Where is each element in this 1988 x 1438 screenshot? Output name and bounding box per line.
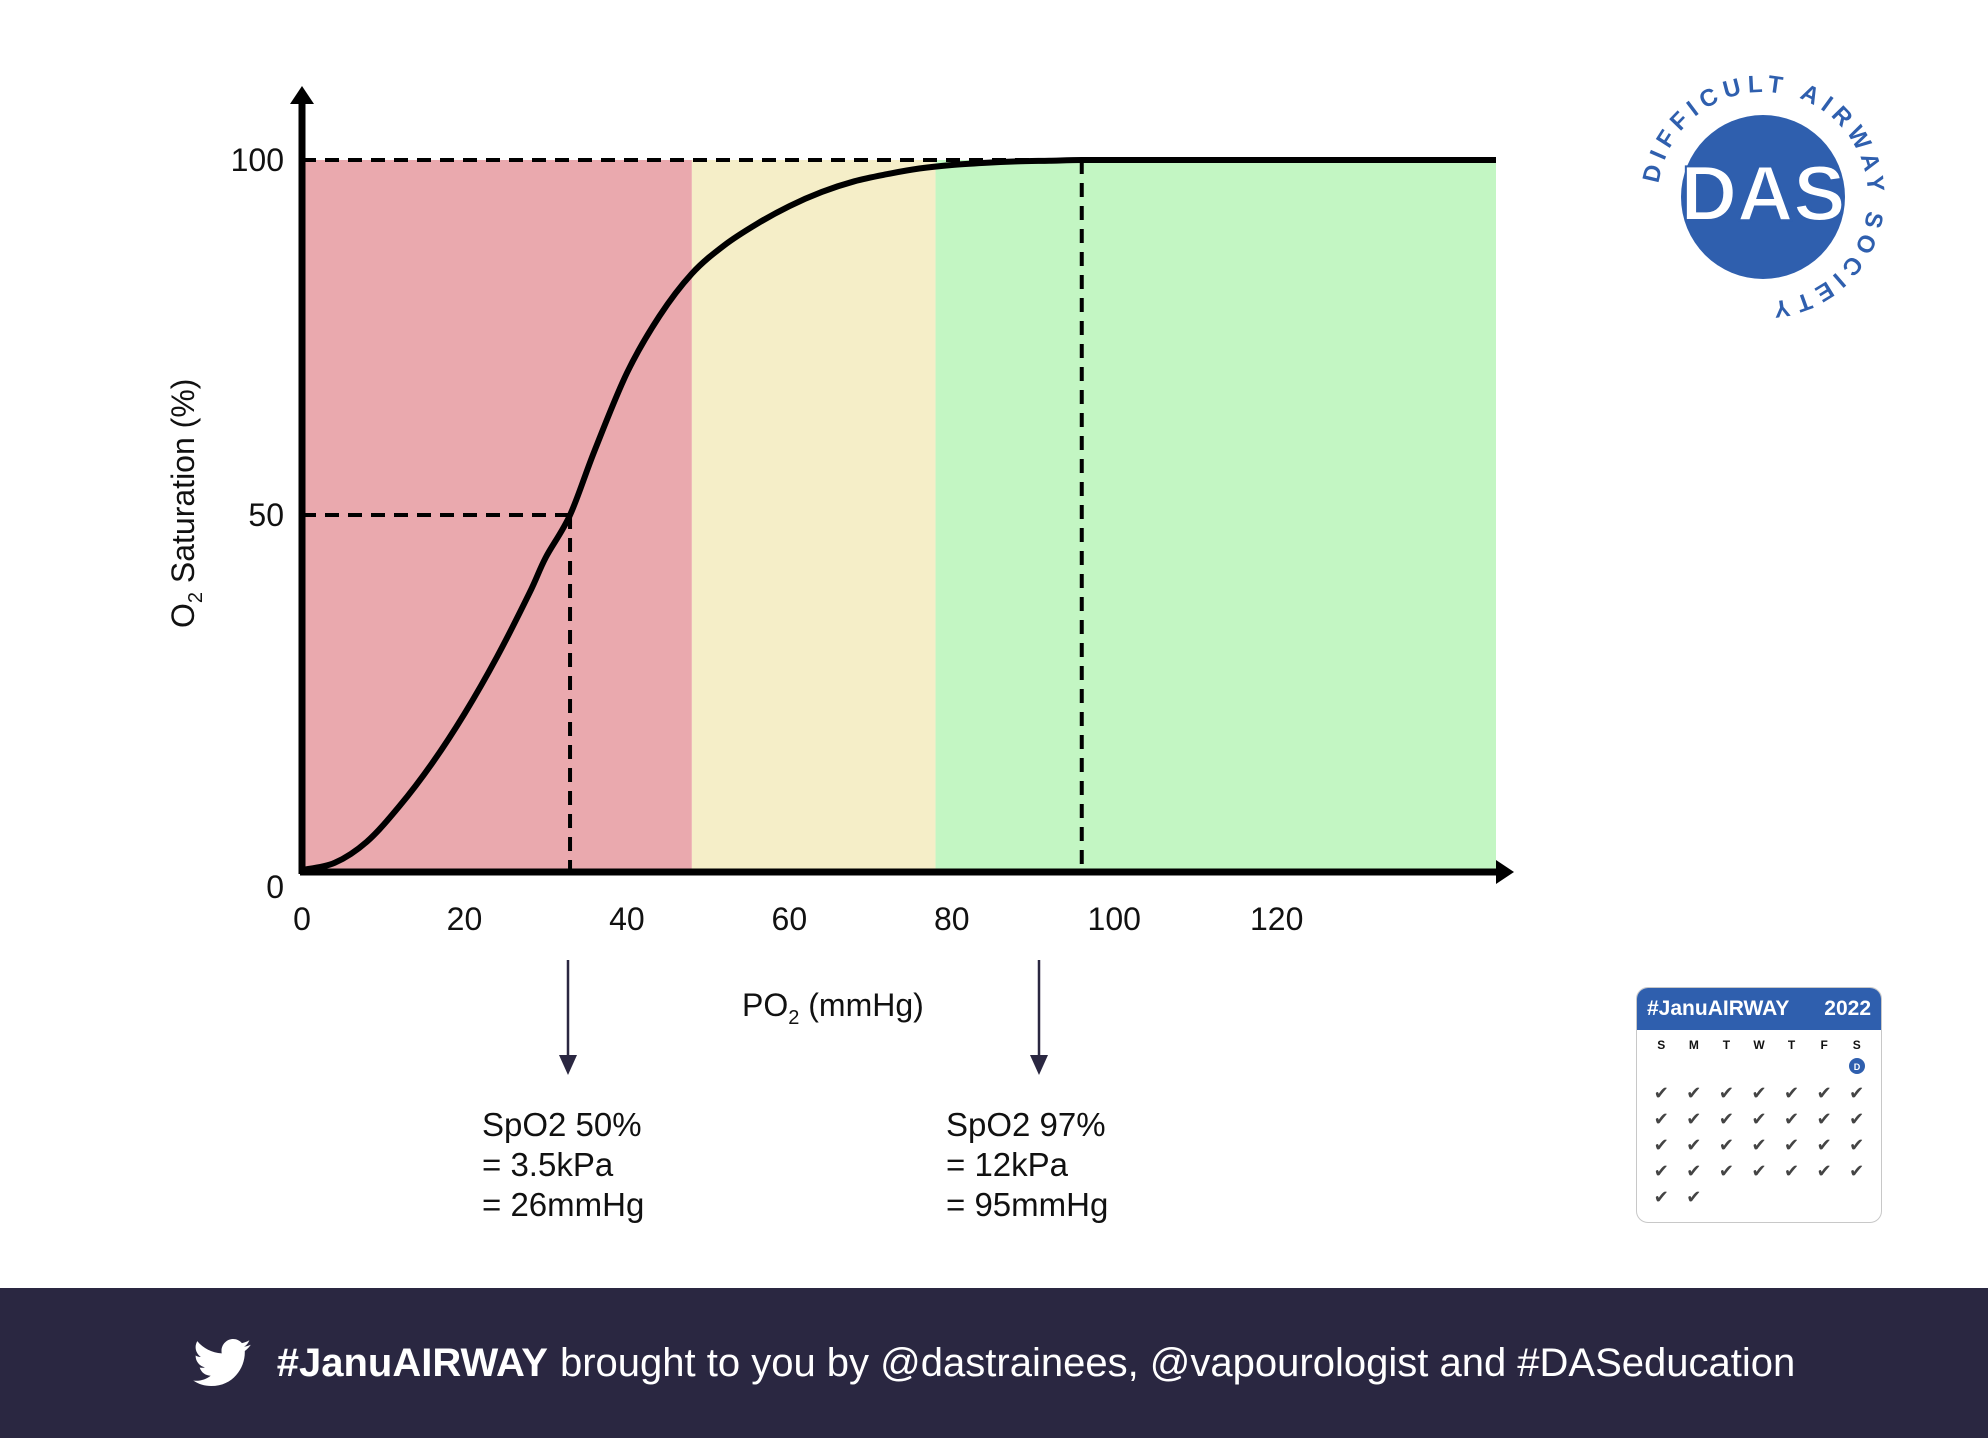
calendar-check-icon: ✔ xyxy=(1784,1135,1800,1155)
x-tick-label: 60 xyxy=(772,901,808,937)
calendar-check-icon: ✔ xyxy=(1653,1135,1669,1155)
calendar-blank xyxy=(1710,1056,1743,1078)
calendar-check-icon: ✔ xyxy=(1816,1161,1832,1181)
y-axis-label: O2 Saturation (%) xyxy=(165,379,207,628)
calendar-blank xyxy=(1678,1056,1711,1078)
x-tick-label: 100 xyxy=(1088,901,1141,937)
zones-layer xyxy=(302,160,1496,870)
calendar-title: #JanuAIRWAY xyxy=(1647,997,1790,1020)
x-tick-label: 80 xyxy=(934,901,970,937)
calendar-check-icon: ✔ xyxy=(1816,1109,1832,1129)
dissociation-curve xyxy=(301,156,1496,873)
calendar-check-icon: ✔ xyxy=(1751,1135,1767,1155)
calendar-check-icon: ✔ xyxy=(1849,1161,1865,1181)
calendar-check-icon: ✔ xyxy=(1751,1161,1767,1181)
footer-text: brought to you by @dastrainees, @vapouro… xyxy=(559,1340,1796,1385)
januairway-calendar: #JanuAIRWAY 2022 S M T W T F S D ✔ ✔ ✔ ✔ ✔ ✔ ✔ ✔… xyxy=(1636,987,1882,1223)
annotation-spo2-97: SpO2 97% = 12kPa = 95mmHg xyxy=(946,1105,1108,1225)
calendar-check-icon: ✔ xyxy=(1686,1109,1702,1129)
twitter-bird-icon xyxy=(192,1339,251,1387)
annotation-97-line-2: = 12kPa xyxy=(946,1146,1069,1183)
annotation-97-line-3: = 95mmHg xyxy=(946,1186,1109,1223)
annotation-p50-line-2: = 3.5kPa xyxy=(482,1146,614,1183)
calendar-blank xyxy=(1775,1056,1808,1078)
calendar-check-icon: ✔ xyxy=(1784,1161,1800,1181)
calendar-weekdays: S M T W T F S xyxy=(1657,1038,1861,1052)
y-tick-label: 100 xyxy=(231,142,284,178)
y-axis-arrow xyxy=(290,86,314,104)
calendar-check-icon: ✔ xyxy=(1653,1161,1669,1181)
calendar-check-icon: ✔ xyxy=(1784,1083,1800,1103)
calendar-check-icon: ✔ xyxy=(1849,1083,1865,1103)
reference-lines xyxy=(302,158,1084,870)
calendar-check-icon: ✔ xyxy=(1816,1083,1832,1103)
calendar-check-icon: ✔ xyxy=(1718,1135,1734,1155)
x-tick-label: 120 xyxy=(1250,901,1303,937)
calendar-check-icon: ✔ xyxy=(1686,1083,1702,1103)
calendar-check-icon: ✔ xyxy=(1686,1187,1702,1207)
calendar-check-icon: ✔ xyxy=(1653,1109,1669,1129)
calendar-check-icon: ✔ xyxy=(1849,1109,1865,1129)
calendar-blank xyxy=(1645,1056,1678,1078)
annotation-p50-line-1: SpO2 50% xyxy=(482,1106,642,1143)
annotation-arrow-left xyxy=(559,960,577,1075)
calendar-check-icon: ✔ xyxy=(1751,1083,1767,1103)
x-axis-arrow xyxy=(1496,860,1514,884)
calendar-check-icon: ✔ xyxy=(1718,1083,1734,1103)
x-tick-label: 40 xyxy=(609,901,645,937)
calendar-check-icon: ✔ xyxy=(1784,1109,1800,1129)
calendar-grid: D ✔ ✔ ✔ ✔ ✔ ✔ ✔ ✔ ✔ ✔ ✔ ✔ ✔ ✔ ✔ ✔ ✔ ✔ ✔ ✔ ✔ ✔ ✔ ✔ ✔ ✔ ✔ ✔ ✔ ✔ xyxy=(1637,1052,1881,1212)
annotation-p50: SpO2 50% = 3.5kPa = 26mmHg xyxy=(482,1105,644,1225)
calendar-blank xyxy=(1808,1056,1841,1078)
tick-labels: 0 20 40 60 80 100 120 0 50 100 xyxy=(231,142,1304,937)
y-tick-label: 50 xyxy=(248,497,284,533)
zone-normal xyxy=(935,160,1496,870)
calendar-check-icon: ✔ xyxy=(1751,1109,1767,1129)
calendar-check-icon: ✔ xyxy=(1653,1187,1669,1207)
calendar-check-icon: ✔ xyxy=(1718,1161,1734,1181)
calendar-check-icon: ✔ xyxy=(1653,1083,1669,1103)
calendar-today-icon: D xyxy=(1840,1056,1873,1078)
calendar-blank xyxy=(1743,1056,1776,1078)
svg-text:D: D xyxy=(1853,1062,1860,1072)
annotation-p50-line-3: = 26mmHg xyxy=(482,1186,645,1223)
calendar-check-icon: ✔ xyxy=(1718,1109,1734,1129)
y-tick-label: 0 xyxy=(266,869,284,905)
calendar-check-icon: ✔ xyxy=(1686,1135,1702,1155)
x-tick-label: 0 xyxy=(293,901,311,937)
axes-layer xyxy=(290,86,1514,884)
calendar-year: 2022 xyxy=(1824,997,1871,1020)
svg-text:DAS: DAS xyxy=(1681,149,1846,237)
calendar-header: #JanuAIRWAY 2022 xyxy=(1637,988,1881,1030)
x-tick-label: 20 xyxy=(447,901,483,937)
calendar-check-icon: ✔ xyxy=(1849,1135,1865,1155)
annotation-97-line-1: SpO2 97% xyxy=(946,1106,1106,1143)
footer-banner: #JanuAIRWAY brought to you by @dastraine… xyxy=(0,1288,1988,1438)
oxygen-dissociation-chart: 0 20 40 60 80 100 120 0 50 100 PO2 (mmHg) O2 Satu… xyxy=(165,86,1514,1075)
calendar-check-icon: ✔ xyxy=(1816,1135,1832,1155)
das-logo: DAS DIFFICULT AIRWAY SOCIETY xyxy=(1638,72,1883,322)
footer-hashtag: #JanuAIRWAY xyxy=(276,1340,548,1385)
annotation-arrow-right xyxy=(1030,960,1048,1075)
calendar-check-icon: ✔ xyxy=(1686,1161,1702,1181)
x-axis-label: PO2 (mmHg) xyxy=(742,987,924,1029)
zone-medium xyxy=(691,160,936,870)
